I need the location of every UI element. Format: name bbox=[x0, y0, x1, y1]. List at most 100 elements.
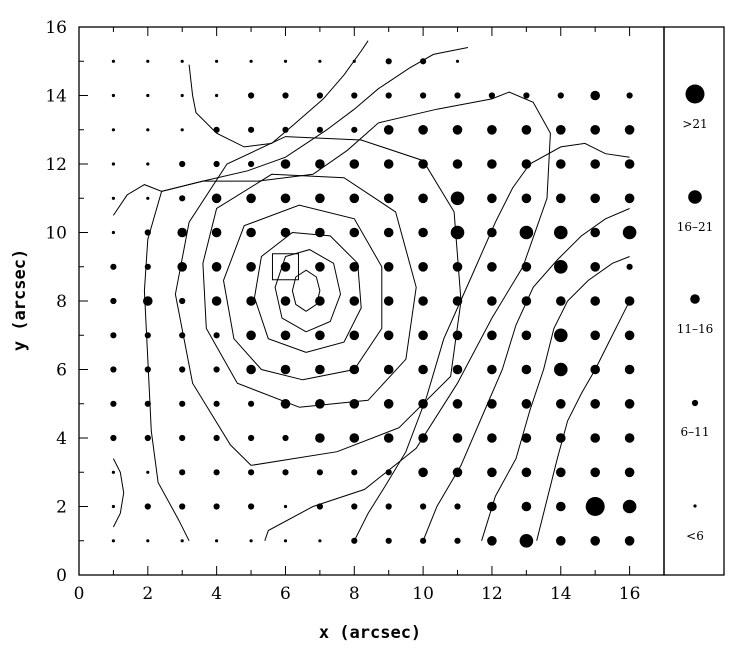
data-point-x12-y11 bbox=[487, 193, 497, 204]
y-tick-label-14: 14 bbox=[45, 87, 67, 107]
data-point-x13-y7 bbox=[521, 330, 532, 341]
legend-marker-2 bbox=[691, 399, 699, 407]
data-point-x16-y3 bbox=[624, 467, 635, 478]
data-point-x16-y4 bbox=[624, 433, 635, 443]
data-point-x7-y2 bbox=[316, 503, 323, 510]
data-point-x15-y11 bbox=[590, 193, 600, 204]
data-point-x11-y14 bbox=[454, 92, 461, 99]
data-point-x8-y12 bbox=[349, 159, 360, 169]
data-point-x8-y15 bbox=[352, 59, 356, 63]
data-point-x9-y11 bbox=[383, 193, 394, 204]
contour-lines bbox=[112, 40, 631, 542]
data-point-x11-y5 bbox=[452, 399, 463, 409]
data-point-x14-y8 bbox=[556, 296, 566, 306]
data-point-x1-y14 bbox=[111, 93, 115, 98]
data-point-x11-y3 bbox=[452, 467, 463, 478]
data-point-x6-y13 bbox=[282, 126, 289, 133]
data-point-x5-y6 bbox=[246, 364, 256, 375]
data-point-x16-y13 bbox=[624, 125, 635, 135]
data-point-x2-y14 bbox=[146, 93, 150, 98]
y-tick-label-10: 10 bbox=[45, 224, 67, 244]
legend-label-3: 11–16 bbox=[677, 322, 714, 336]
data-point-x5-y15 bbox=[249, 59, 253, 63]
data-point-x9-y4 bbox=[383, 433, 394, 443]
data-point-x9-y12 bbox=[383, 159, 394, 169]
scatter-points bbox=[110, 58, 637, 548]
data-point-x1-y1 bbox=[111, 539, 115, 543]
data-point-x12-y7 bbox=[487, 330, 497, 341]
contour-line-3 bbox=[253, 231, 362, 353]
data-point-x4-y10 bbox=[211, 227, 222, 238]
data-point-x7-y10 bbox=[315, 227, 325, 238]
data-point-x9-y15 bbox=[385, 58, 392, 65]
data-point-x8-y3 bbox=[351, 469, 358, 476]
data-point-x6-y5 bbox=[280, 399, 291, 409]
legend-label-4: 16–21 bbox=[677, 220, 714, 234]
data-point-x15-y13 bbox=[590, 125, 600, 135]
data-point-x6-y12 bbox=[280, 159, 291, 169]
axis-ticks bbox=[78, 26, 665, 576]
data-point-x8-y8 bbox=[349, 296, 360, 306]
data-point-x6-y14 bbox=[282, 92, 289, 99]
x-tick-label-12: 12 bbox=[481, 584, 503, 604]
contour-line-10 bbox=[353, 142, 630, 542]
data-point-x1-y3 bbox=[111, 470, 115, 474]
data-point-x2-y2 bbox=[144, 503, 151, 510]
data-point-x16-y14 bbox=[626, 92, 633, 99]
data-point-x5-y5 bbox=[248, 400, 255, 407]
data-point-x4-y6 bbox=[213, 366, 220, 373]
data-point-x11-y4 bbox=[452, 433, 463, 443]
y-tick-label-12: 12 bbox=[45, 155, 67, 175]
data-point-x4-y8 bbox=[211, 296, 222, 306]
data-point-x2-y13 bbox=[146, 128, 150, 132]
data-point-x11-y8 bbox=[452, 296, 463, 306]
data-point-x10-y15 bbox=[420, 58, 427, 65]
data-point-x5-y14 bbox=[248, 92, 255, 99]
x-tick-label-6: 6 bbox=[280, 584, 291, 604]
data-point-x1-y13 bbox=[111, 128, 115, 132]
data-point-x12-y14 bbox=[488, 92, 495, 99]
data-point-x14-y7 bbox=[554, 328, 568, 343]
x-tick-label-8: 8 bbox=[349, 584, 360, 604]
data-point-x13-y5 bbox=[521, 399, 532, 409]
data-point-x10-y4 bbox=[418, 433, 428, 443]
data-point-x3-y3 bbox=[179, 469, 186, 476]
data-point-x7-y6 bbox=[315, 364, 325, 375]
data-point-x6-y9 bbox=[280, 262, 291, 272]
data-point-x6-y2 bbox=[283, 504, 288, 509]
data-point-x7-y5 bbox=[315, 399, 325, 409]
data-point-x3-y13 bbox=[180, 128, 184, 132]
data-point-x15-y8 bbox=[590, 296, 600, 306]
data-point-x15-y14 bbox=[590, 90, 600, 101]
data-point-x14-y9 bbox=[554, 260, 568, 274]
data-point-x10-y5 bbox=[418, 399, 428, 409]
contour-line-12 bbox=[481, 256, 630, 541]
data-point-x14-y12 bbox=[556, 159, 566, 169]
data-point-x6-y11 bbox=[280, 193, 291, 204]
data-point-x13-y14 bbox=[523, 92, 530, 99]
data-point-x16-y6 bbox=[624, 364, 635, 375]
data-point-x12-y2 bbox=[487, 501, 497, 512]
data-point-x15-y2 bbox=[585, 497, 605, 516]
data-point-x10-y2 bbox=[420, 503, 427, 510]
data-point-x8-y11 bbox=[349, 193, 360, 204]
data-point-x7-y11 bbox=[315, 193, 325, 204]
legend-label-5: >21 bbox=[682, 117, 707, 131]
data-point-x4-y2 bbox=[213, 503, 220, 510]
data-point-x4-y15 bbox=[215, 59, 219, 63]
data-point-x15-y10 bbox=[590, 227, 600, 238]
data-point-x3-y8 bbox=[179, 297, 186, 305]
data-point-x2-y10 bbox=[144, 229, 151, 236]
data-point-x11-y1 bbox=[454, 537, 461, 544]
data-point-x11-y9 bbox=[452, 262, 463, 272]
data-point-x13-y12 bbox=[521, 159, 532, 169]
legend-marker-1 bbox=[693, 504, 697, 508]
data-point-x16-y7 bbox=[624, 330, 635, 341]
data-point-x7-y4 bbox=[315, 433, 325, 443]
contour-line-5 bbox=[202, 173, 417, 408]
data-point-x10-y11 bbox=[418, 193, 428, 204]
data-point-x8-y9 bbox=[349, 262, 360, 272]
data-point-x9-y2 bbox=[385, 503, 392, 510]
data-point-x4-y9 bbox=[211, 262, 222, 272]
data-point-x11-y15 bbox=[455, 59, 460, 63]
